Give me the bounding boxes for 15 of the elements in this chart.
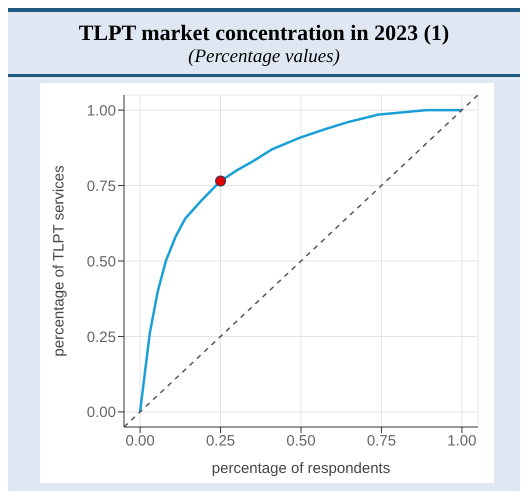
x-tick-label: 0.50 bbox=[286, 432, 316, 450]
y-axis-title: percentage of TLPT services bbox=[50, 165, 68, 357]
y-tick-label: 0.50 bbox=[86, 253, 116, 270]
x-tick-label: 0.00 bbox=[125, 432, 155, 450]
y-tick-label: 0.25 bbox=[86, 328, 116, 346]
line-series bbox=[138, 108, 464, 414]
chart-title: TLPT market concentration in 2023 (1) bbox=[78, 20, 450, 46]
y-tick-label: 0.00 bbox=[86, 404, 116, 422]
x-tick-label: 1.00 bbox=[447, 432, 477, 450]
y-tick-label: 0.75 bbox=[86, 178, 116, 195]
x-tick-label: 0.75 bbox=[366, 432, 396, 450]
y-tick-label: 1.00 bbox=[86, 102, 116, 120]
x-tick-label: 0.25 bbox=[206, 432, 236, 450]
x-axis-title: percentage of respondents bbox=[212, 460, 390, 477]
chart-subtitle: (Percentage values) bbox=[187, 46, 341, 68]
